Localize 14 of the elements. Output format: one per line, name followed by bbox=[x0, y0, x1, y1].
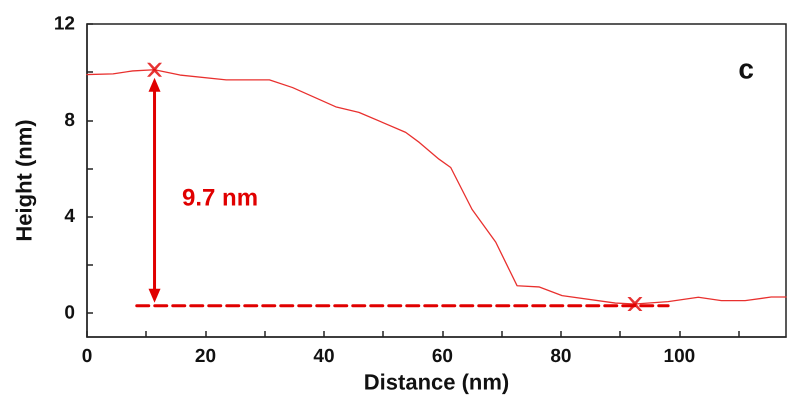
y-tick-label: 4 bbox=[64, 206, 76, 228]
x-tick-label: 60 bbox=[432, 346, 453, 367]
x-axis-title: Distance (nm) bbox=[364, 370, 510, 394]
annotation: 9.7 nm bbox=[182, 184, 258, 212]
x-tick-label: 80 bbox=[550, 346, 572, 367]
x-tick-label: 40 bbox=[313, 346, 335, 367]
x-tick-label: 0 bbox=[82, 346, 92, 367]
x-tick-label: 100 bbox=[664, 346, 696, 367]
y-axis-title: Height (nm) bbox=[12, 119, 36, 242]
y-tick-label: 8 bbox=[64, 110, 75, 131]
x-tick-label: 20 bbox=[194, 346, 216, 367]
annotation: c bbox=[738, 54, 754, 84]
y-tick-label: 0 bbox=[64, 302, 75, 324]
y-tick-label: 12 bbox=[54, 14, 75, 34]
